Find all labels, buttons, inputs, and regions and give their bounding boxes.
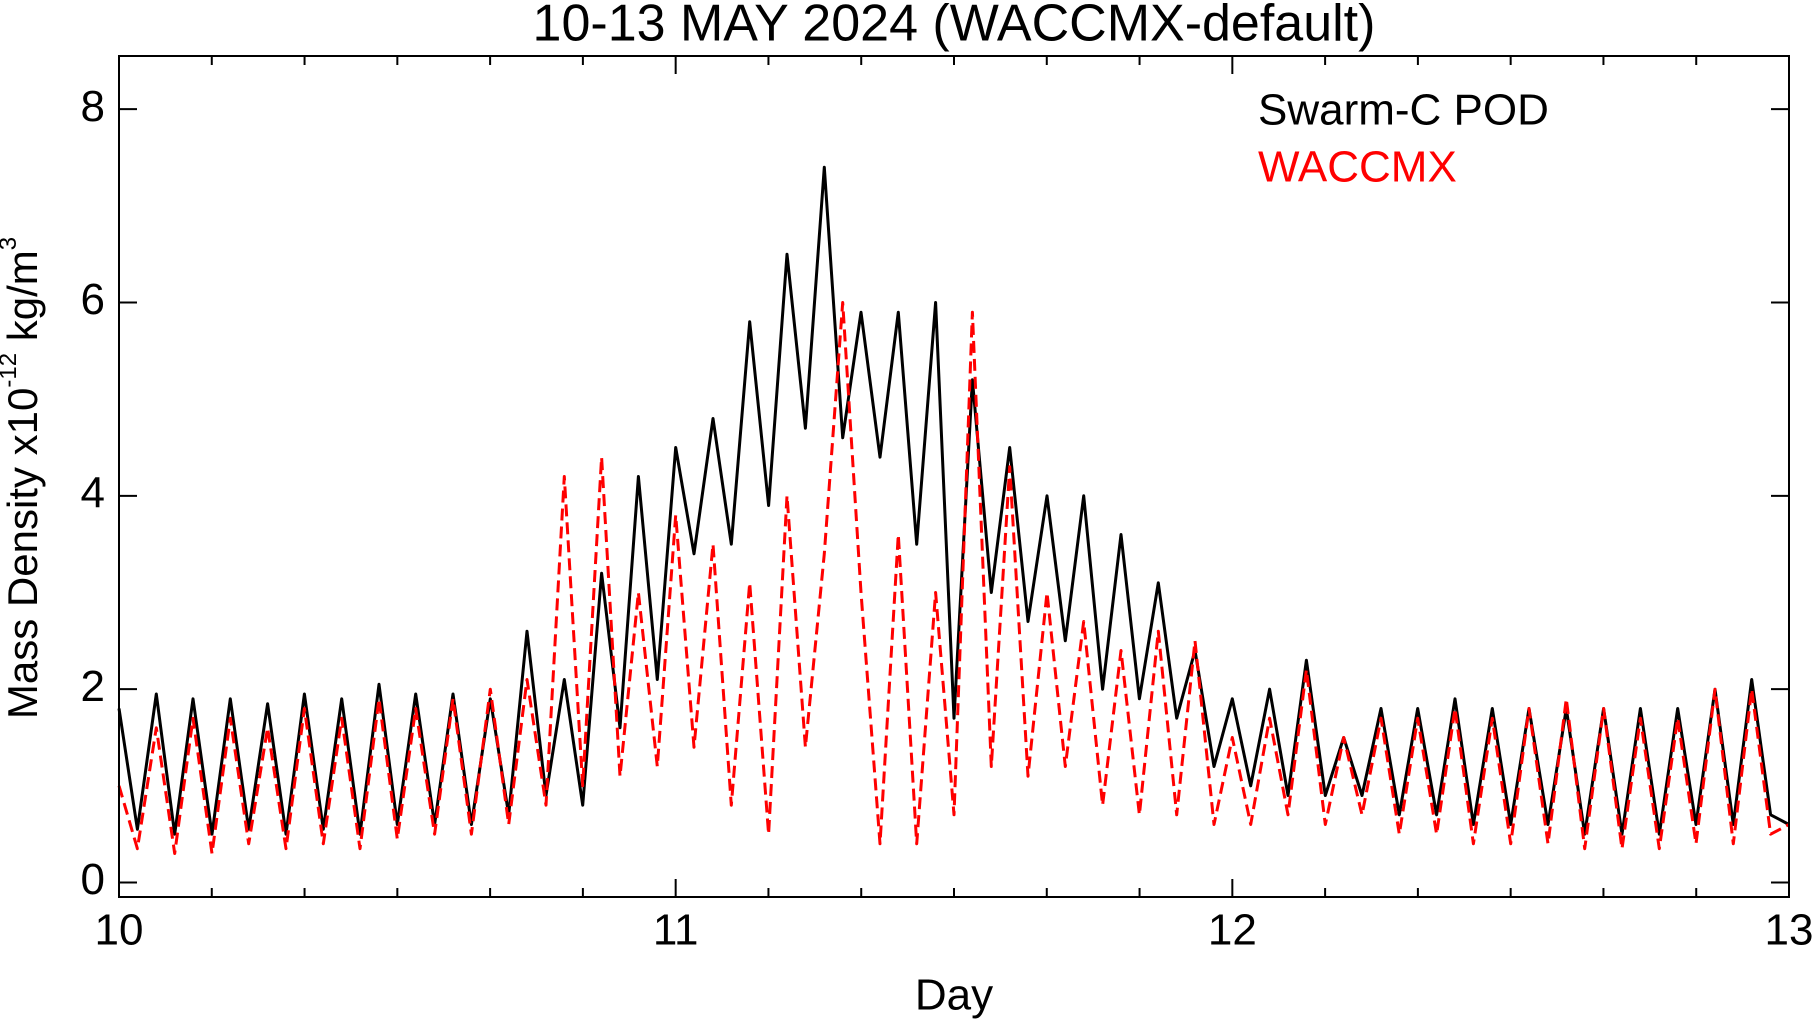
y-axis-label: Mass Density x10-12 kg/m3 xyxy=(0,237,46,719)
chart-title: 10-13 MAY 2024 (WACCMX-default) xyxy=(533,0,1376,53)
y-label-sup: -12 xyxy=(0,353,22,388)
y-label-sup: 3 xyxy=(0,237,22,250)
data-line xyxy=(117,301,1790,855)
x-tick-label: 12 xyxy=(1208,906,1257,955)
y-tick-label: 6 xyxy=(81,275,105,324)
y-tick-label: 2 xyxy=(81,662,105,711)
legend-label: Swarm-C POD xyxy=(1258,86,1549,135)
x-tick-label: 10 xyxy=(95,906,144,955)
y-tick-label: 8 xyxy=(81,82,105,131)
y-label-text: Mass Density x10 xyxy=(0,388,46,719)
y-tick-label: 0 xyxy=(81,855,105,904)
data-line xyxy=(117,165,1790,836)
y-tick-label: 4 xyxy=(81,468,105,517)
x-tick-label: 11 xyxy=(653,906,699,955)
x-tick-label: 13 xyxy=(1765,906,1814,955)
x-axis-label: Day xyxy=(915,971,993,1020)
y-label-text: kg/m xyxy=(0,250,46,353)
legend-label: WACCMX xyxy=(1258,143,1457,192)
